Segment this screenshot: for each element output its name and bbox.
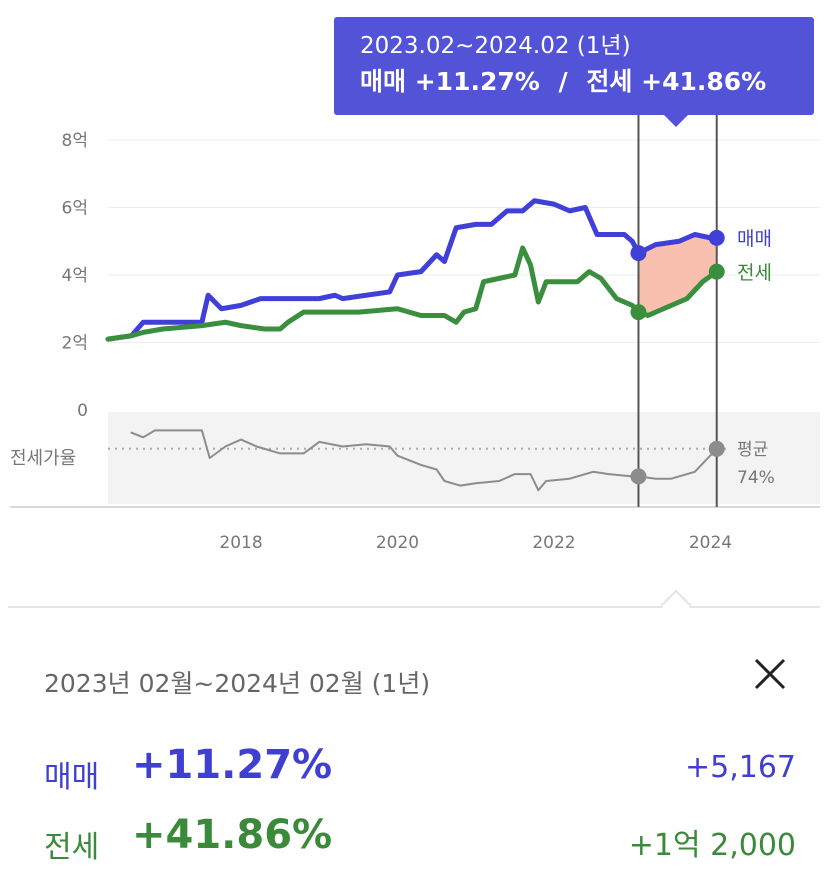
ratio-axis-label: 전세가율 bbox=[10, 448, 76, 469]
tooltip-period: 2023.02~2024.02 (1년) bbox=[360, 33, 631, 59]
y-tick-label: 6억 bbox=[62, 199, 88, 219]
tooltip-jeonse-pct: +41.86% bbox=[641, 67, 767, 96]
range-tooltip: 2023.02~2024.02 (1년) 매매 +11.27% / 전세 +41… bbox=[334, 17, 814, 127]
x-tick-label: 2022 bbox=[532, 533, 575, 553]
sale-pct: +11.27% bbox=[132, 742, 333, 788]
jeonse-marker bbox=[630, 304, 647, 321]
y-tick-label: 2억 bbox=[62, 334, 88, 354]
legend-jeonse-label: 전세 bbox=[737, 262, 772, 284]
price-chart: 8억 6억 4억 2억 0 2018 2020 2022 2024 전세가율 매매 전세 평균… bbox=[10, 112, 820, 553]
tooltip-summary: 매매 +11.27% / 전세 +41.86% bbox=[360, 62, 814, 102]
legend-sale-label: 매매 bbox=[737, 228, 772, 250]
panel-period: 2023년 02월~2024년 02월 (1년) bbox=[44, 669, 431, 698]
x-tick-label: 2020 bbox=[376, 533, 419, 553]
tooltip-separator: / bbox=[558, 67, 568, 96]
tooltip-sale-pct: +11.27% bbox=[414, 67, 540, 96]
y-tick-label: 4억 bbox=[62, 266, 88, 286]
ratio-average-label: 평균 bbox=[737, 440, 768, 460]
sale-label: 매매 bbox=[44, 760, 100, 795]
ratio-marker bbox=[708, 440, 725, 457]
ratio-marker bbox=[630, 468, 647, 485]
jeonse-marker bbox=[708, 263, 725, 280]
highlight-markers bbox=[630, 229, 725, 485]
jeonse-amount: +1억 2,000 bbox=[628, 828, 796, 863]
ratio-average-value: 74% bbox=[737, 468, 775, 488]
series-line-jeonse bbox=[105, 245, 720, 342]
series-line-ratio bbox=[130, 429, 718, 492]
ratio-band bbox=[108, 412, 820, 504]
tooltip-jeonse-label: 전세 bbox=[586, 67, 633, 96]
tooltip-sale-label: 매매 bbox=[360, 67, 407, 96]
y-axis-ticks: 8억 6억 4억 2억 0 bbox=[62, 131, 88, 421]
panel-divider bbox=[8, 606, 820, 608]
sale-change-row: 매매 +11.27% +5,167 bbox=[44, 742, 796, 798]
x-tick-label: 2024 bbox=[689, 533, 732, 553]
series-lines bbox=[105, 198, 720, 492]
sale-marker bbox=[708, 229, 725, 246]
jeonse-change-row: 전세 +41.86% +1억 2,000 bbox=[44, 812, 796, 868]
tooltip-caret bbox=[664, 115, 688, 127]
highlight-fill bbox=[638, 234, 717, 316]
y-tick-label: 0 bbox=[77, 401, 88, 421]
sale-marker bbox=[630, 245, 647, 262]
sale-amount: +5,167 bbox=[684, 750, 796, 785]
jeonse-label: 전세 bbox=[44, 830, 100, 865]
series-line-sale bbox=[105, 198, 720, 342]
close-button[interactable] bbox=[748, 652, 792, 696]
jeonse-pct: +41.86% bbox=[132, 812, 333, 858]
grid-lines bbox=[108, 139, 820, 343]
x-tick-label: 2018 bbox=[219, 533, 262, 553]
x-axis-ticks: 2018 2020 2022 2024 bbox=[219, 533, 732, 553]
close-icon[interactable] bbox=[748, 652, 792, 696]
y-tick-label: 8억 bbox=[62, 131, 88, 151]
